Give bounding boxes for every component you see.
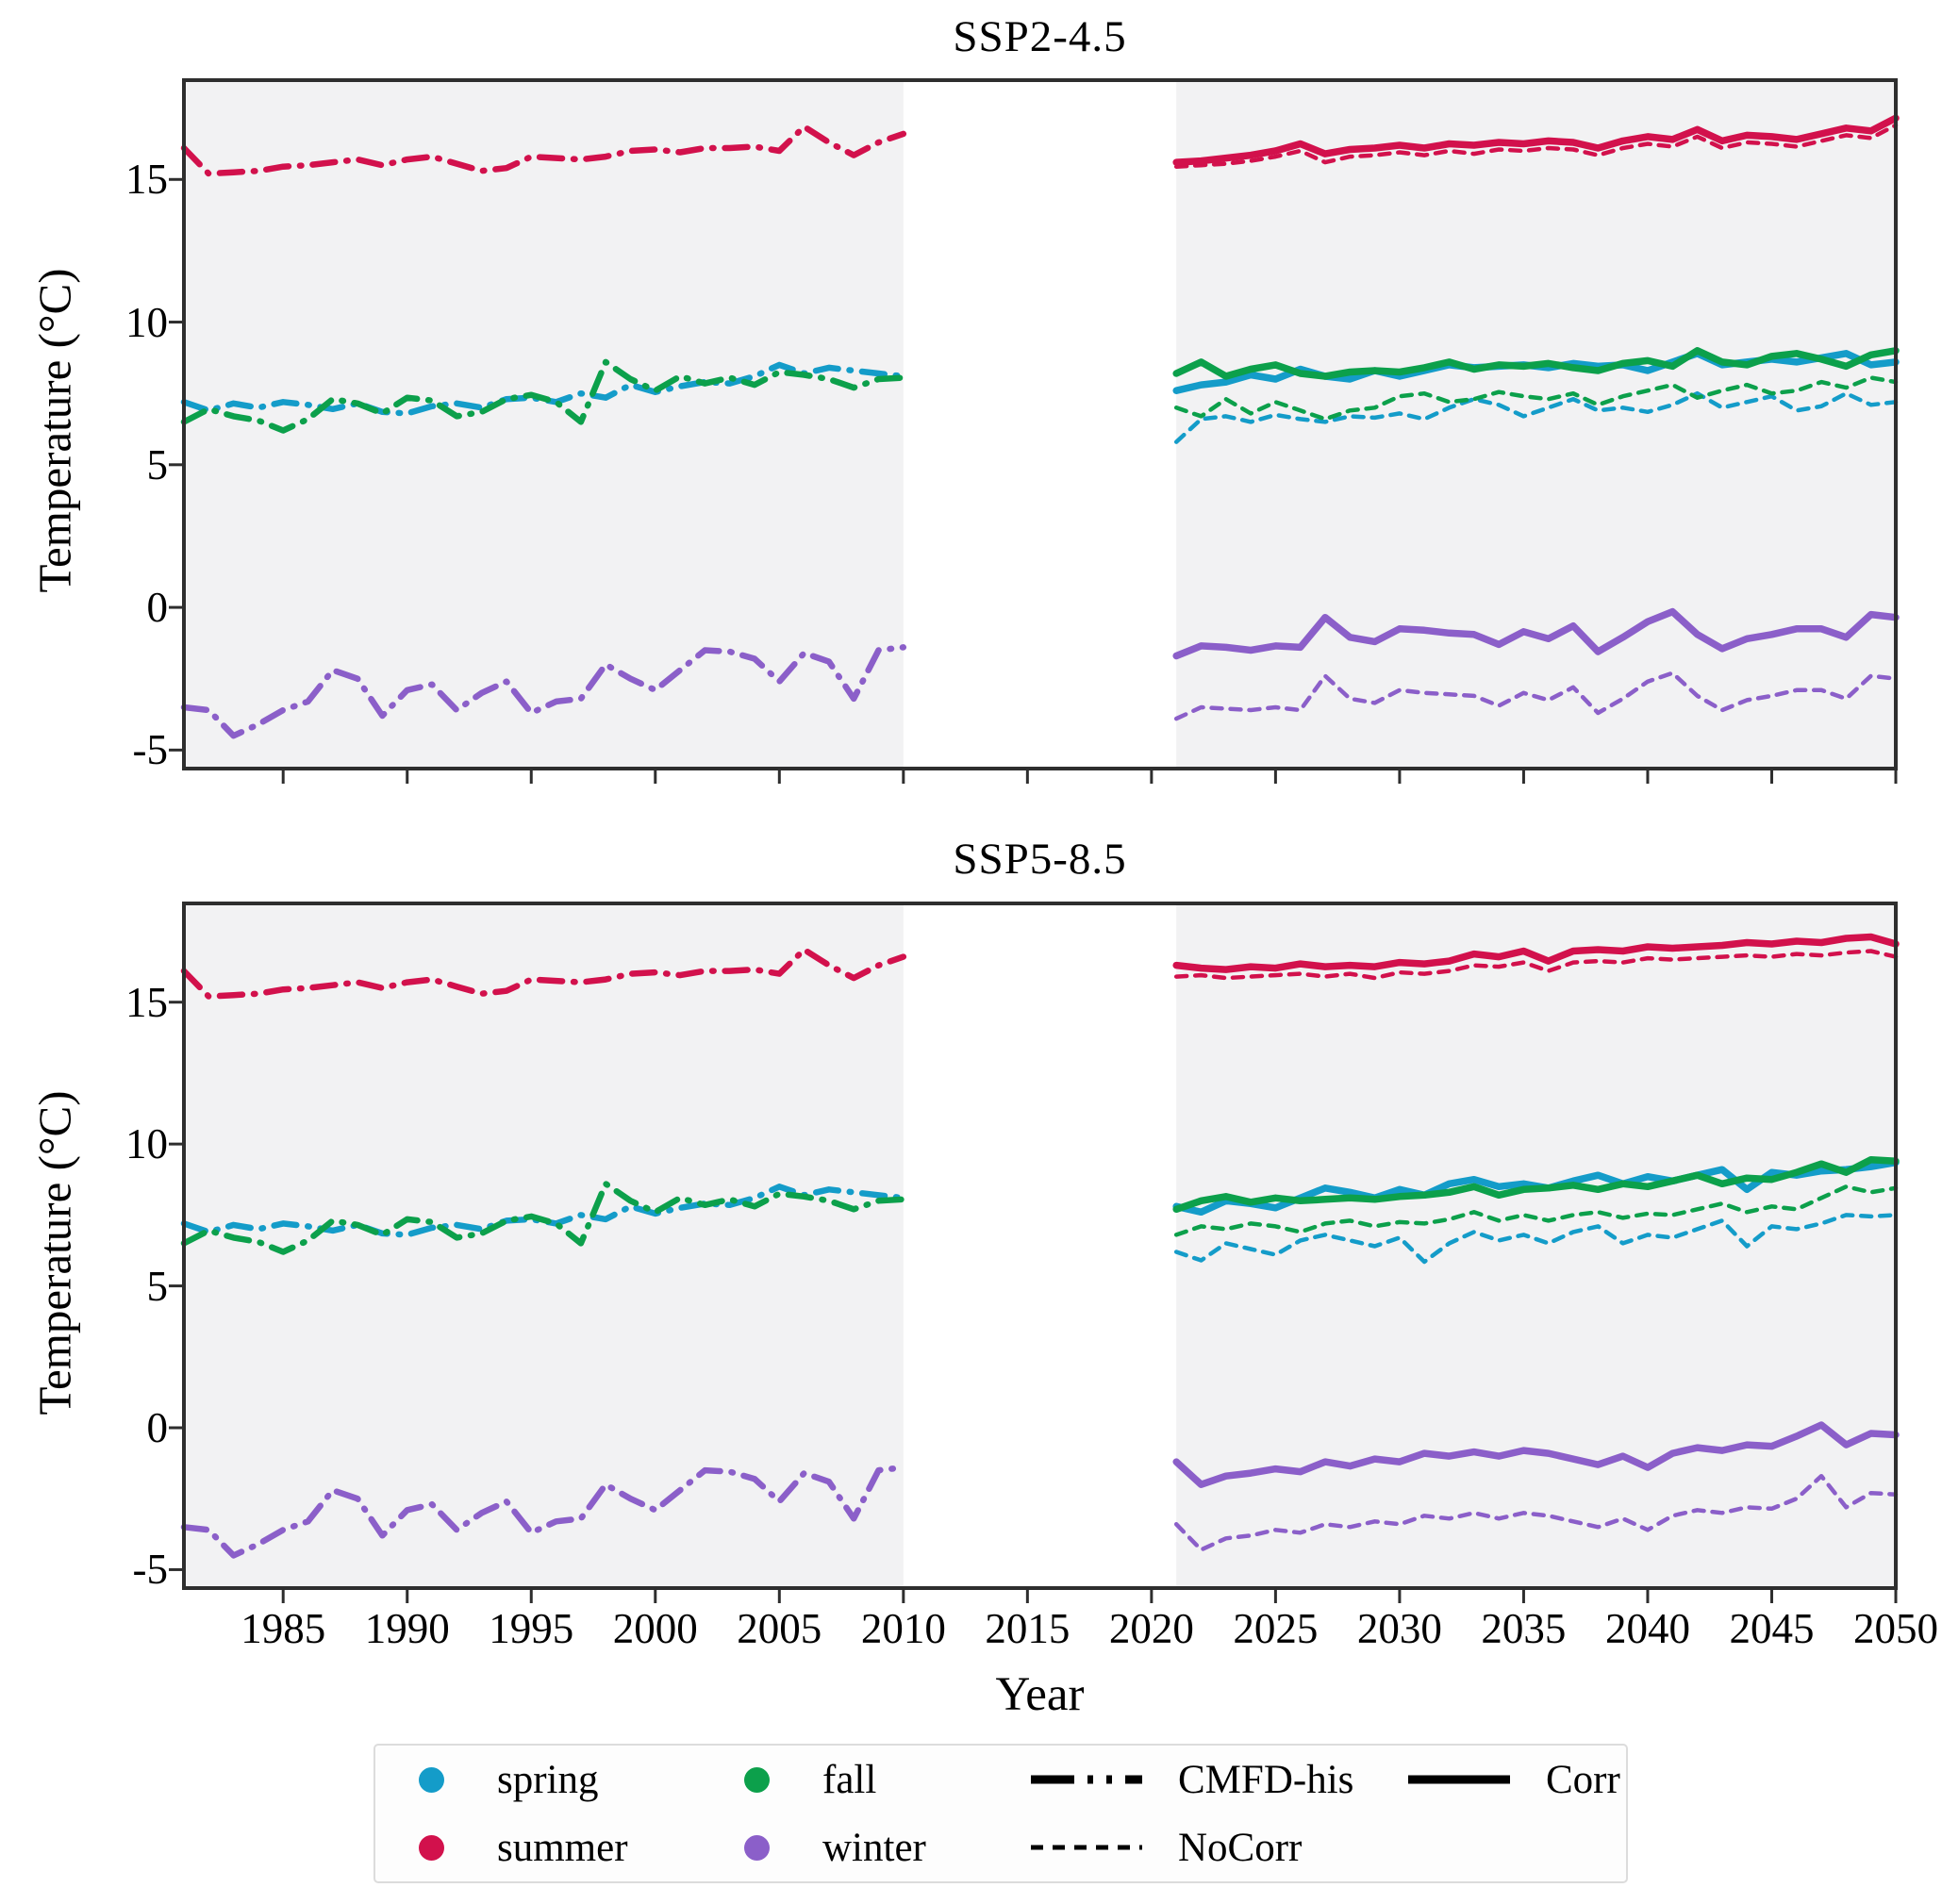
- x-tick-label: 1995: [489, 1605, 574, 1652]
- panel-title-ssp585: SSP5-8.5: [953, 835, 1127, 884]
- x-tick-label: 2040: [1604, 1605, 1690, 1652]
- legend-label-fall: fall: [822, 1757, 877, 1802]
- legend-item-nocorr: NoCorr: [1031, 1825, 1408, 1871]
- series-spring-dashed-ssp245: [1173, 390, 1899, 444]
- series-fall-dashdot-ssp585: [180, 1181, 907, 1255]
- plot-area-ssp245: [169, 78, 1900, 784]
- dashdot-line-icon: [1031, 1775, 1142, 1784]
- series-spring-dashdot-ssp245: [180, 361, 907, 417]
- fall-marker-icon: [744, 1766, 770, 1793]
- x-tick-label: 2015: [985, 1605, 1071, 1652]
- y-tick-label: 10: [125, 1120, 168, 1168]
- series-winter-dashdot-ssp585: [180, 1464, 907, 1559]
- y-tick-label: 5: [146, 1262, 169, 1310]
- series-fall-dashed-ssp245: [1173, 375, 1899, 422]
- y-tick-label: 0: [146, 1404, 169, 1451]
- series-winter-dashdot-ssp245: [180, 644, 907, 739]
- legend-item-corr: Corr: [1408, 1757, 1626, 1803]
- series-spring-dashdot-ssp585: [180, 1184, 907, 1238]
- x-tick-label: 2035: [1481, 1605, 1567, 1652]
- spring-marker-icon: [419, 1766, 444, 1793]
- series-summer-solid-ssp585: [1172, 933, 1900, 973]
- series-winter-solid-ssp245: [1172, 607, 1900, 660]
- series-winter-dashed-ssp585: [1173, 1473, 1899, 1552]
- dashed-line-icon: [1031, 1845, 1142, 1850]
- y-tick-label: 15: [125, 978, 168, 1026]
- summer-marker-icon: [419, 1834, 444, 1861]
- x-tick-label: 2030: [1356, 1605, 1442, 1652]
- legend-label-corr: Corr: [1546, 1757, 1620, 1802]
- legend-item-spring: spring: [419, 1757, 744, 1803]
- series-winter-dashed-ssp245: [1173, 671, 1899, 721]
- legend: spring fall CMFD-his Corr summer winter: [373, 1744, 1628, 1883]
- y-tick-label: 0: [146, 584, 169, 632]
- legend-label-winter: winter: [822, 1825, 926, 1870]
- y-tick-label: -5: [132, 726, 169, 774]
- plot-area-ssp585: [169, 902, 1900, 1603]
- legend-item-winter: winter: [744, 1825, 1031, 1871]
- legend-label-nocorr: NoCorr: [1178, 1825, 1303, 1870]
- solid-line-icon: [1408, 1775, 1510, 1784]
- series-summer-dashed-ssp245: [1173, 123, 1899, 169]
- series-winter-solid-ssp585: [1172, 1421, 1900, 1488]
- series-fall-solid-ssp585: [1172, 1155, 1900, 1214]
- series-summer-dashed-ssp585: [1173, 949, 1899, 981]
- legend-label-cmfd-his: CMFD-his: [1178, 1757, 1354, 1802]
- winter-marker-icon: [744, 1834, 770, 1861]
- x-tick-label: 1985: [241, 1605, 326, 1652]
- x-tick-label: 2000: [612, 1605, 698, 1652]
- x-tick-label: 2045: [1729, 1605, 1815, 1652]
- x-tick-label: 2050: [1853, 1605, 1938, 1652]
- y-tick-label: 15: [125, 156, 168, 204]
- x-tick-label: 2010: [860, 1605, 946, 1652]
- legend-label-spring: spring: [497, 1757, 599, 1802]
- legend-item-fall: fall: [744, 1757, 1031, 1803]
- legend-item-summer: summer: [419, 1825, 744, 1871]
- legend-label-summer: summer: [497, 1825, 628, 1870]
- series-fall-dashed-ssp585: [1173, 1184, 1899, 1237]
- legend-item-cmfd-his: CMFD-his: [1031, 1757, 1408, 1803]
- x-axis-label: Year: [995, 1668, 1085, 1721]
- x-tick-label: 2020: [1108, 1605, 1194, 1652]
- x-tick-label: 1990: [364, 1605, 450, 1652]
- series-fall-solid-ssp245: [1172, 347, 1900, 380]
- series-spring-dashed-ssp585: [1173, 1213, 1899, 1265]
- y-tick-label: 5: [146, 440, 169, 488]
- x-tick-label: 2005: [737, 1605, 822, 1652]
- x-tick-label: 2025: [1233, 1605, 1319, 1652]
- panel-title-ssp245: SSP2-4.5: [953, 12, 1127, 61]
- y-tick-label: 10: [125, 298, 168, 346]
- y-tick-label: -5: [132, 1546, 169, 1594]
- series-summer-dashdot-ssp245: [180, 124, 907, 177]
- series-summer-solid-ssp245: [1172, 114, 1900, 166]
- series-summer-dashdot-ssp585: [180, 946, 907, 1000]
- series-fall-dashdot-ssp245: [180, 358, 907, 434]
